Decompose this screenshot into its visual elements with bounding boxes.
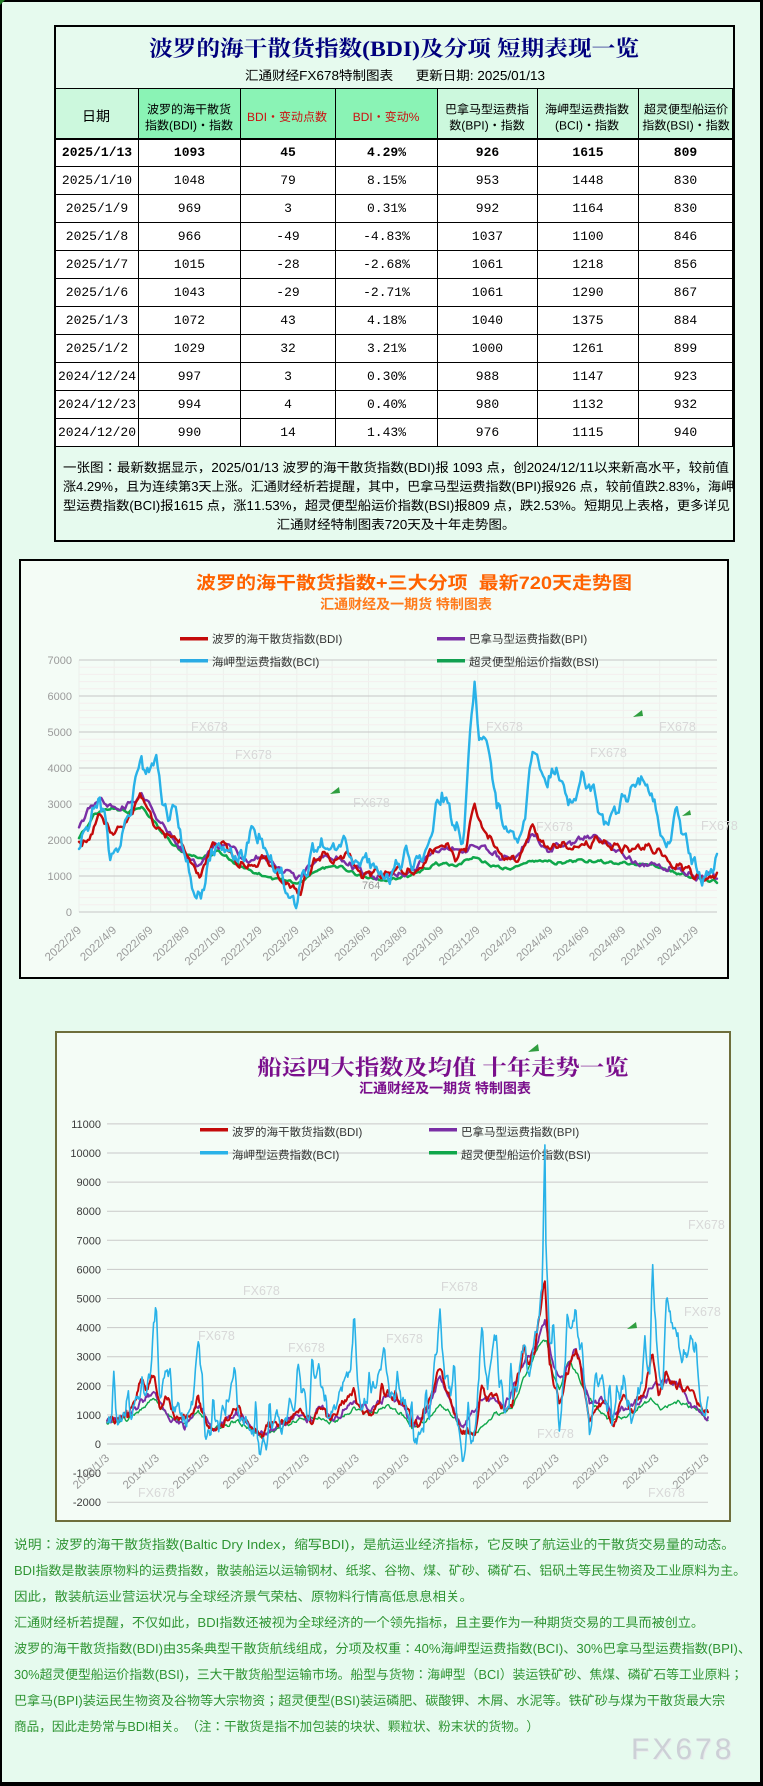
svg-text:3000: 3000 <box>48 799 72 811</box>
svg-text:0: 0 <box>66 907 72 919</box>
svg-text:FX678: FX678 <box>684 1305 721 1319</box>
svg-text:FX678: FX678 <box>386 1332 423 1346</box>
svg-text:FX678: FX678 <box>138 1486 175 1500</box>
svg-text:1000: 1000 <box>77 1410 101 1422</box>
svg-text:9000: 9000 <box>77 1177 101 1189</box>
svg-text:10000: 10000 <box>70 1148 101 1160</box>
svg-text:-1000: -1000 <box>73 1468 101 1480</box>
svg-text:11000: 11000 <box>71 1119 101 1131</box>
svg-text:FX678: FX678 <box>659 720 696 734</box>
svg-text:FX678: FX678 <box>688 1218 725 1232</box>
svg-text:5000: 5000 <box>48 727 72 739</box>
svg-text:-2000: -2000 <box>73 1497 101 1509</box>
svg-text:FX678: FX678 <box>701 819 738 833</box>
svg-text:5000: 5000 <box>77 1294 101 1306</box>
svg-text:FX678: FX678 <box>288 1341 325 1355</box>
svg-text:4000: 4000 <box>77 1323 101 1335</box>
svg-text:2000: 2000 <box>77 1381 101 1393</box>
svg-text:FX678: FX678 <box>243 1284 280 1298</box>
svg-text:764: 764 <box>362 880 380 892</box>
svg-text:FX678: FX678 <box>648 1486 685 1500</box>
svg-text:FX678: FX678 <box>536 820 573 834</box>
svg-text:6000: 6000 <box>77 1264 101 1276</box>
svg-text:FX678: FX678 <box>235 748 272 762</box>
svg-text:7000: 7000 <box>77 1235 101 1247</box>
svg-text:0: 0 <box>95 1439 101 1451</box>
svg-text:FX678: FX678 <box>441 1280 478 1294</box>
svg-text:FX678: FX678 <box>486 720 523 734</box>
svg-text:FX678: FX678 <box>537 1427 574 1441</box>
svg-text:4000: 4000 <box>48 763 72 775</box>
svg-text:2000: 2000 <box>48 835 72 847</box>
svg-text:3000: 3000 <box>77 1352 101 1364</box>
svg-text:FX678: FX678 <box>590 746 627 760</box>
svg-text:6000: 6000 <box>48 691 72 703</box>
svg-text:8000: 8000 <box>77 1206 101 1218</box>
svg-text:FX678: FX678 <box>353 796 390 810</box>
svg-text:1000: 1000 <box>48 871 72 883</box>
svg-text:FX678: FX678 <box>191 720 228 734</box>
svg-text:7000: 7000 <box>48 655 72 667</box>
svg-text:FX678: FX678 <box>198 1329 235 1343</box>
